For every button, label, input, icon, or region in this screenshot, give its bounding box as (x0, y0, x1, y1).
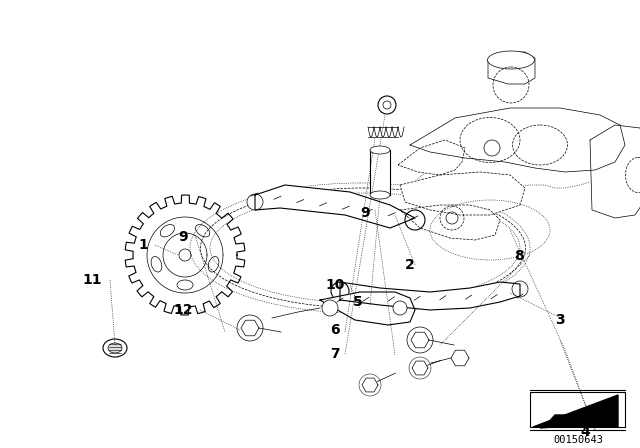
Ellipse shape (625, 158, 640, 193)
Ellipse shape (103, 339, 127, 357)
Circle shape (322, 300, 338, 316)
Text: 7: 7 (330, 347, 340, 361)
Polygon shape (488, 52, 535, 84)
Text: 00150643: 00150643 (553, 435, 603, 445)
Ellipse shape (370, 191, 390, 199)
Polygon shape (533, 395, 618, 427)
Text: 12: 12 (173, 303, 193, 317)
Ellipse shape (108, 343, 122, 353)
Text: 10: 10 (326, 278, 345, 292)
Polygon shape (400, 205, 500, 240)
Circle shape (512, 281, 528, 297)
Polygon shape (540, 410, 615, 428)
Polygon shape (451, 350, 469, 366)
Polygon shape (241, 320, 259, 336)
Polygon shape (398, 140, 465, 175)
Text: 4: 4 (580, 425, 590, 439)
Text: 1: 1 (138, 238, 148, 252)
Polygon shape (412, 361, 428, 375)
Circle shape (393, 301, 407, 315)
Polygon shape (255, 185, 415, 228)
Ellipse shape (488, 51, 534, 69)
Circle shape (405, 210, 425, 230)
Ellipse shape (370, 146, 390, 154)
Text: 2: 2 (405, 258, 415, 272)
Text: 8: 8 (515, 249, 524, 263)
Bar (530, 392, 625, 427)
Text: 5: 5 (353, 295, 363, 309)
Polygon shape (410, 108, 625, 172)
Polygon shape (411, 332, 429, 348)
Circle shape (247, 194, 263, 210)
Polygon shape (590, 125, 640, 218)
Polygon shape (340, 282, 520, 310)
Polygon shape (320, 292, 415, 325)
Circle shape (331, 282, 349, 300)
Polygon shape (370, 150, 390, 195)
Text: 3: 3 (556, 313, 565, 327)
Polygon shape (362, 378, 378, 392)
Text: 9: 9 (360, 206, 370, 220)
Text: 9: 9 (179, 230, 188, 244)
Circle shape (378, 96, 396, 114)
Text: 11: 11 (83, 273, 102, 287)
Polygon shape (400, 172, 525, 215)
Text: 6: 6 (330, 323, 340, 337)
Polygon shape (545, 415, 610, 426)
